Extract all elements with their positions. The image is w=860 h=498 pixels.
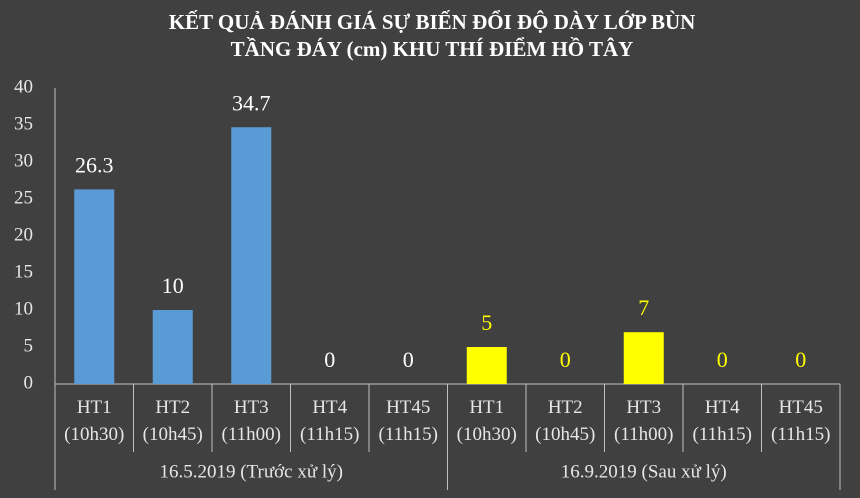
data-label: 26.3: [75, 152, 114, 177]
data-label: 0: [795, 347, 806, 372]
x-tick-label: HT3 (11h00): [221, 397, 281, 445]
data-label: 0: [717, 347, 728, 372]
data-label: 0: [324, 347, 335, 372]
y-tick-label: 15: [14, 261, 33, 282]
group-label: 16.5.2019 (Trước xử lý): [159, 461, 343, 482]
x-tick-label: HT2 (10h45): [142, 397, 203, 445]
data-label: 34.7: [232, 90, 271, 115]
x-tick-label: HT4 (11h15): [300, 397, 360, 445]
y-tick-label: 5: [24, 335, 34, 356]
y-tick-label: 0: [24, 372, 34, 393]
bar: [152, 310, 193, 384]
x-tick-label: HT3 (11h00): [614, 397, 674, 445]
chart-title: KẾT QUẢ ĐÁNH GIÁ SỰ BIẾN ĐỔI ĐỘ DÀY LỚP …: [169, 10, 696, 34]
y-tick-label: 40: [14, 76, 33, 97]
y-tick-label: 20: [14, 224, 33, 245]
y-tick-label: 30: [14, 150, 33, 171]
group-label: 16.9.2019 (Sau xử lý): [561, 461, 727, 482]
y-tick-label: 35: [14, 113, 33, 134]
data-label: 7: [638, 295, 649, 320]
x-tick-label: HT45 (11h15): [378, 397, 438, 445]
y-tick-label: 25: [14, 187, 33, 208]
bar: [74, 189, 115, 384]
x-tick-label: HT2 (10h45): [535, 397, 596, 445]
y-tick-label: 10: [14, 298, 33, 319]
data-label: 0: [403, 347, 414, 372]
data-label: 5: [481, 310, 492, 335]
chart-title: TẦNG ĐÁY (cm) KHU THÍ ĐIỂM HỒ TÂY: [231, 37, 634, 61]
bar: [231, 127, 272, 384]
x-tick-label: HT1 (10h30): [456, 397, 517, 445]
x-tick-label: HT1 (10h30): [64, 397, 125, 445]
bar: [623, 332, 664, 384]
data-label: 10: [162, 273, 184, 298]
data-label: 0: [560, 347, 571, 372]
x-tick-label: HT4 (11h15): [692, 397, 752, 445]
bar: [466, 347, 507, 384]
x-tick-label: HT45 (11h15): [771, 397, 831, 445]
